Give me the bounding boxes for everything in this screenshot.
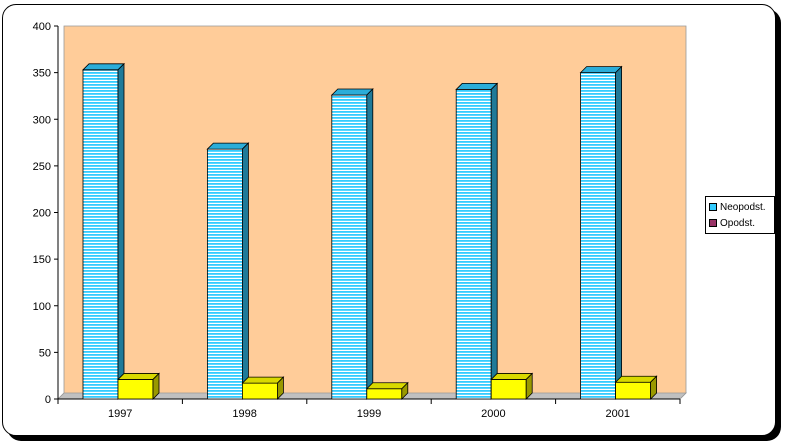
x-tick-label: 1999 (357, 408, 381, 420)
x-tick-label: 1997 (108, 408, 132, 420)
y-tick-label: 0 (45, 394, 51, 406)
bar-neopodst-2000 (455, 82, 499, 400)
legend-label-opodst: Opodst. (720, 217, 756, 229)
y-tick-label: 300 (33, 114, 51, 126)
bar-opodst-1998 (241, 376, 285, 400)
x-tick-label: 1998 (232, 408, 256, 420)
y-tick-label: 200 (33, 208, 51, 220)
y-tick-label: 350 (33, 68, 51, 80)
bar-opodst-1999 (365, 381, 409, 400)
legend-swatch-opodst (709, 219, 717, 227)
bar-neopodst-2001 (579, 65, 623, 400)
y-tick-label: 400 (33, 21, 51, 33)
legend-item-neopodst: Neopodst. (709, 199, 771, 215)
x-tick-label: 2000 (481, 408, 505, 420)
legend-swatch-neopodst (709, 203, 717, 211)
bar-opodst-2000 (490, 372, 534, 400)
bar-opodst-2001 (614, 375, 658, 400)
y-tick-label: 150 (33, 254, 51, 266)
bar-neopodst-1998 (206, 142, 250, 400)
bar-opodst-1997 (117, 372, 160, 400)
bar-neopodst-1997 (82, 62, 125, 400)
legend: Neopodst. Opodst. (705, 196, 775, 234)
y-tick-label: 100 (33, 301, 51, 313)
y-tick-label: 250 (33, 161, 51, 173)
legend-label-neopodst: Neopodst. (720, 201, 766, 213)
bar-neopodst-1999 (330, 88, 374, 400)
x-tick-label: 2001 (606, 408, 630, 420)
legend-item-opodst: Opodst. (709, 215, 771, 231)
y-tick-label: 50 (39, 347, 51, 359)
